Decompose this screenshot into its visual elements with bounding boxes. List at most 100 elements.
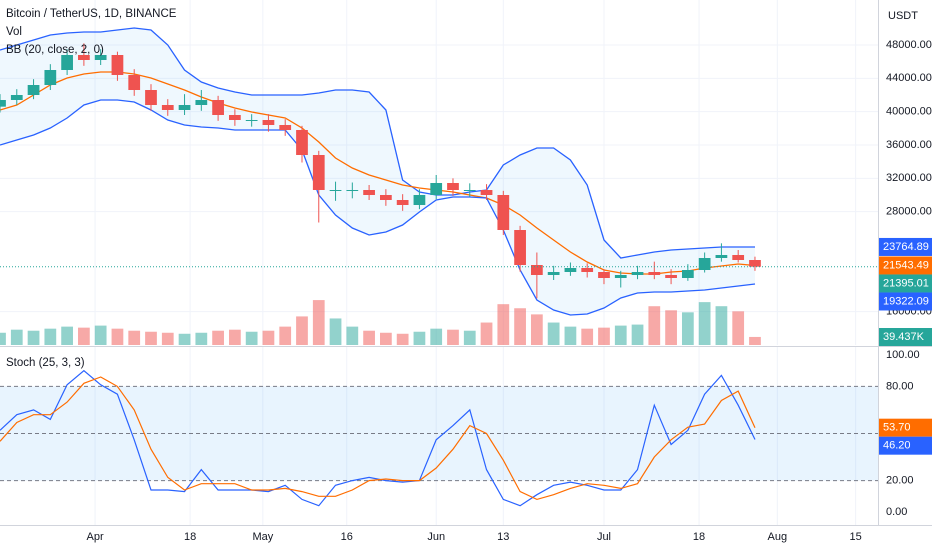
stoch-label: 46.20: [883, 440, 911, 452]
volume-bar: [312, 300, 325, 345]
candle-body: [363, 190, 375, 195]
x-tick-label: 18: [184, 531, 196, 543]
x-tick-label: Aug: [768, 531, 788, 543]
volume-bar: [279, 326, 292, 345]
candle-body: [44, 70, 57, 85]
plot-layer: [0, 0, 878, 525]
volume-bar: [430, 328, 443, 345]
x-tick-label: Jun: [427, 531, 445, 543]
price-label: 21543.49: [883, 259, 929, 271]
stoch-label-bg: [879, 418, 932, 437]
candle-body: [547, 272, 560, 275]
y-tick-label: 100.00: [886, 349, 920, 361]
volume-bar: [396, 333, 409, 345]
y-tick-label: 32000.00: [886, 172, 932, 184]
volume-bar: [598, 327, 610, 345]
axis-unit: USDT: [888, 10, 918, 22]
x-tick-label: Jul: [597, 531, 611, 543]
candle-body: [514, 230, 526, 265]
candle-body: [161, 105, 174, 110]
candle-body: [312, 155, 325, 190]
volume-bar: [329, 318, 342, 345]
stoch-line: [0, 376, 756, 501]
candle-body: [10, 95, 23, 100]
y-tick-label: 28000.00: [886, 206, 932, 218]
candle-body: [178, 105, 191, 110]
volume-bar: [0, 332, 6, 345]
band-line: [0, 99, 756, 316]
volume-bar: [380, 332, 392, 345]
candle-body: [681, 270, 694, 278]
price-label-bg: [879, 237, 932, 256]
stoch-label: 53.70: [883, 422, 911, 434]
price-label-bg: [879, 256, 932, 275]
x-tick-label: 16: [341, 531, 353, 543]
candle-body: [698, 258, 711, 270]
candle-body: [195, 100, 208, 105]
volume-bar: [363, 330, 375, 345]
candle-body: [61, 55, 73, 70]
band-fill: [0, 28, 755, 315]
candle-body: [329, 190, 342, 191]
volume-bar: [514, 308, 526, 345]
candle-body: [396, 200, 409, 205]
candle-body: [463, 190, 476, 191]
volume-bar: [195, 332, 208, 345]
price-label-bg: [879, 292, 932, 311]
volume-bar: [178, 333, 191, 345]
candle-body: [111, 55, 124, 75]
candle-body: [581, 268, 594, 272]
volume-bar: [413, 331, 426, 345]
chart-title: Bitcoin / TetherUS, 1D, BINANCE: [6, 8, 177, 20]
volume-bar: [262, 330, 275, 345]
volume-bar: [111, 328, 124, 345]
volume-bar: [648, 306, 661, 345]
x-tick-label: May: [252, 531, 273, 543]
price-label: 23764.89: [883, 241, 929, 253]
volume-title: Vol: [6, 26, 22, 38]
candle-body: [296, 130, 308, 155]
y-tick-label: 80.00: [886, 380, 914, 392]
price-label: 21395.01: [883, 277, 929, 289]
candle-body: [530, 265, 543, 275]
x-tick-label: 13: [497, 531, 509, 543]
candle-body: [715, 255, 728, 258]
volume-label-bg: [879, 328, 932, 346]
volume-bar: [78, 327, 90, 345]
volume-bar: [27, 330, 40, 345]
candle-body: [27, 85, 40, 95]
candle-body: [346, 190, 359, 191]
candle-body: [245, 120, 258, 121]
volume-bar: [581, 328, 594, 345]
candle-body: [279, 125, 292, 130]
candle-body: [94, 55, 107, 60]
volume-bar: [681, 312, 694, 345]
candle-body: [598, 272, 610, 278]
stoch-title: Stoch (25, 3, 3): [6, 357, 85, 369]
x-tick-label: 18: [693, 531, 705, 543]
volume-bar: [94, 325, 107, 345]
candle-body: [380, 195, 392, 200]
candle-body: [212, 100, 224, 115]
bands-title: BB (20, close, 2, 0): [6, 44, 104, 56]
price-label-bg: [879, 274, 932, 293]
candle-body: [480, 190, 493, 195]
candle-body: [631, 272, 644, 275]
band-line: [0, 27, 755, 259]
y-tick-label: 44000.00: [886, 72, 932, 84]
volume-bar: [245, 331, 258, 345]
volume-bar: [128, 330, 141, 345]
candle-body: [648, 272, 661, 275]
stoch-label-bg: [879, 436, 932, 455]
volume-bar: [44, 328, 57, 345]
volume-bar: [463, 330, 476, 345]
y-tick-label: 48000.00: [886, 39, 932, 51]
volume-bar: [631, 324, 644, 345]
volume-bar: [10, 329, 23, 345]
y-tick-label: 40000.00: [886, 106, 932, 118]
volume-bar: [447, 329, 459, 345]
candle-body: [564, 268, 577, 272]
candle-body: [430, 183, 443, 195]
price-label: 19322.09: [883, 295, 929, 307]
